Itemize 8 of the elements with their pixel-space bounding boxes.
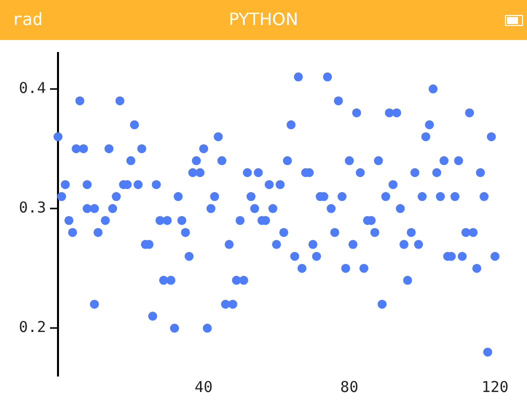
x-tick-label: 40	[194, 378, 213, 396]
y-tick-label: 0.4	[18, 78, 46, 97]
chart-title: PYTHON	[228, 10, 298, 30]
y-tick-label: 0.3	[18, 198, 46, 216]
text: rad	[12, 10, 43, 30]
x-tick-label: 80	[340, 378, 358, 396]
x-tick-label: 120	[481, 378, 509, 396]
y-tick-label: 0.2	[18, 318, 46, 336]
